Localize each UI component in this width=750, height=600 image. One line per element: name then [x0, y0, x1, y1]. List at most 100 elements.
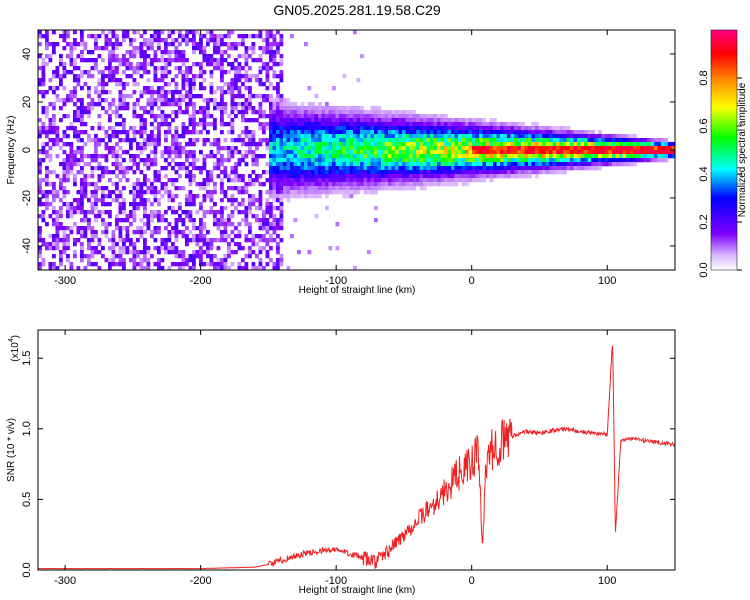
heatmap-cell [370, 178, 375, 183]
heatmap-cell [339, 130, 343, 135]
heatmap-cell [566, 166, 571, 171]
heatmap-cell [265, 254, 270, 259]
heatmap-cell [353, 30, 357, 35]
heatmap-cell [167, 146, 172, 151]
heatmap-cell [153, 102, 158, 107]
heatmap-cell [430, 174, 434, 179]
heatmap-cell [479, 154, 483, 159]
heatmap-cell [132, 46, 137, 51]
heatmap-cell [444, 182, 448, 187]
heatmap-cell [402, 150, 406, 155]
heatmap-cell [272, 214, 277, 219]
heatmap-cell [255, 74, 259, 79]
heatmap-cell [384, 154, 389, 159]
heatmap-cell [220, 54, 224, 59]
heatmap-cell [157, 38, 161, 43]
heatmap-cell [241, 154, 245, 159]
heatmap-cell [367, 174, 371, 179]
heatmap-cell [150, 150, 154, 155]
heatmap-cell [59, 238, 63, 243]
heatmap-cell [290, 194, 294, 199]
heatmap-cell [346, 114, 350, 119]
heatmap-cell [276, 218, 280, 223]
heatmap-cell [468, 154, 473, 159]
heatmap-cell [496, 126, 501, 131]
heatmap-cell [241, 114, 245, 119]
heatmap-cell [101, 30, 105, 35]
heatmap-cell [489, 174, 494, 179]
heatmap-cell [377, 170, 382, 175]
heatmap-cell [423, 130, 427, 135]
heatmap-cell [241, 94, 245, 99]
heatmap-cell [192, 194, 196, 199]
heatmap-cell [73, 130, 77, 135]
heatmap-cell [160, 74, 165, 79]
heatmap-cell [188, 190, 193, 195]
heatmap-cell [437, 174, 441, 179]
heatmap-cell [297, 182, 301, 187]
heatmap-cell [115, 130, 119, 135]
heatmap-cell [423, 178, 427, 183]
heatmap-cell [615, 158, 620, 163]
heatmap-cell [370, 158, 375, 163]
heatmap-cell [601, 162, 606, 167]
heatmap-cell [143, 182, 147, 187]
heatmap-cell [115, 166, 119, 171]
heatmap-cell [433, 122, 438, 127]
heatmap-cell [286, 182, 291, 187]
heatmap-cell [153, 198, 158, 203]
heatmap-cell [80, 118, 84, 123]
heatmap-cell [227, 174, 231, 179]
heatmap-cell [62, 250, 67, 255]
heatmap-cell [157, 210, 161, 215]
heatmap-cell [167, 250, 172, 255]
heatmap-cell [381, 110, 385, 115]
heatmap-cell [465, 138, 469, 143]
heatmap-cell [293, 182, 298, 187]
heatmap-cell [269, 162, 273, 167]
heatmap-cell [500, 146, 504, 151]
heatmap-cell [272, 114, 277, 119]
heatmap-cell [409, 178, 413, 183]
heatmap-cell [73, 58, 77, 63]
heatmap-cell [220, 158, 224, 163]
heatmap-cell [73, 86, 77, 91]
heatmap-cell [647, 150, 651, 155]
heatmap-cell [524, 150, 529, 155]
heatmap-cell [353, 126, 357, 131]
heatmap-cell [468, 134, 473, 139]
heatmap-cell [192, 174, 196, 179]
heatmap-cell [437, 166, 441, 171]
heatmap-cell [552, 150, 557, 155]
heatmap-cell [83, 82, 88, 87]
heatmap-cell [367, 190, 371, 195]
heatmap-cell [255, 242, 259, 247]
heatmap-cell [353, 110, 357, 115]
heatmap-cell [157, 30, 161, 35]
heatmap-cell [185, 34, 189, 39]
heatmap-cell [384, 146, 389, 151]
heatmap-cell [290, 102, 294, 107]
heatmap-cell [220, 266, 224, 270]
heatmap-cell [248, 106, 252, 111]
heatmap-cell [230, 198, 235, 203]
colorbar-ticks: 0.00.20.40.60.8 [698, 70, 742, 278]
heatmap-cell [167, 122, 172, 127]
heatmap-cell [416, 142, 420, 147]
heatmap-cell [66, 162, 70, 167]
heatmap-cell [283, 98, 287, 103]
heatmap-cell [629, 162, 634, 167]
heatmap-cell [332, 170, 336, 175]
heatmap-cell [230, 262, 235, 267]
heatmap-cell [258, 246, 263, 251]
heatmap-cell [136, 190, 140, 195]
heatmap-cell [444, 134, 448, 139]
heatmap-cell [153, 210, 158, 215]
heatmap-cell [220, 262, 224, 267]
heatmap-cell [66, 214, 70, 219]
heatmap-cell [66, 254, 70, 259]
heatmap-cell [290, 170, 294, 175]
heatmap-cell [143, 62, 147, 67]
heatmap-cell [342, 170, 347, 175]
heatmap-cell [458, 166, 462, 171]
